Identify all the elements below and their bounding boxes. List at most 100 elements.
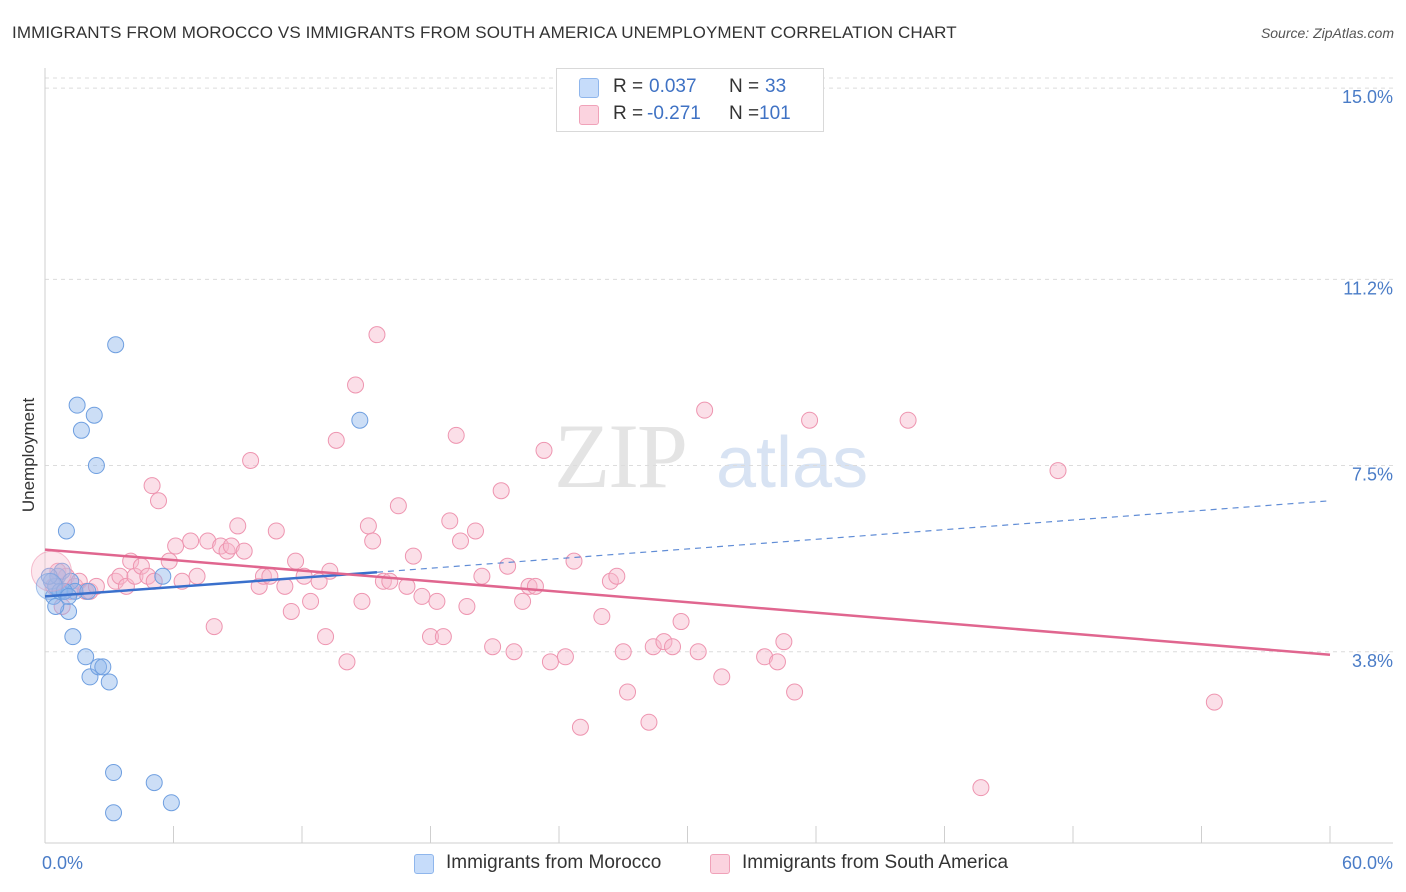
legend-r-label: R = — [613, 103, 644, 124]
south-america-point — [267, 522, 285, 540]
morocco-point — [60, 587, 78, 605]
south-america-point — [126, 567, 144, 585]
south-america-point — [571, 718, 589, 736]
south-america-point — [447, 426, 465, 444]
watermark: ZIP atlas — [554, 405, 868, 507]
south-america-point — [492, 482, 510, 500]
legend-r-value: -0.271 — [647, 103, 701, 124]
south-america-point — [188, 567, 206, 585]
south-america-point — [1049, 462, 1067, 480]
morocco-trend-line — [44, 570, 378, 598]
south-america-point — [786, 683, 804, 701]
south-america-point — [541, 653, 559, 671]
south-america-point — [222, 537, 240, 555]
legend-swatch-morocco — [579, 78, 599, 98]
south-america-point — [317, 628, 335, 646]
south-america-point — [619, 683, 637, 701]
south-america-point — [458, 597, 476, 615]
morocco-point — [100, 673, 118, 691]
legend-r-value: 0.037 — [649, 76, 697, 97]
south-america-point — [644, 638, 662, 656]
x-tick-label: 0.0% — [42, 853, 83, 873]
morocco-point — [154, 567, 172, 585]
south-america-point — [672, 613, 690, 631]
legend-n-value: 101 — [759, 103, 791, 124]
south-america-point — [368, 326, 386, 344]
morocco-cluster-point — [35, 572, 63, 600]
morocco-point — [72, 421, 90, 439]
south-america-point — [353, 592, 371, 610]
morocco-point — [79, 582, 97, 600]
south-america-point — [404, 547, 422, 565]
morocco-point — [77, 648, 95, 666]
south-america-point — [276, 577, 294, 595]
south-america-point — [499, 557, 517, 575]
y-axis-label: Unemployment — [19, 398, 38, 513]
series-legend: Immigrants from Morocco Immigrants from … — [0, 852, 1406, 878]
south-america-point — [451, 532, 469, 550]
south-america-point — [484, 638, 502, 656]
south-america-point — [689, 643, 707, 661]
south-america-point — [49, 562, 67, 580]
series-swatch-morocco — [414, 854, 434, 874]
y-tick-label: 3.8% — [1352, 651, 1393, 671]
south-america-point — [768, 653, 786, 671]
south-america-point — [338, 653, 356, 671]
stats-legend: R = 0.037 N = 33 R = -0.271 N = 101 — [556, 68, 824, 132]
south-america-point — [526, 577, 544, 595]
data-points — [30, 326, 1223, 822]
axes — [44, 68, 1393, 844]
south-america-point — [229, 517, 247, 535]
legend-swatch-south-america — [579, 105, 599, 125]
south-america-point — [150, 492, 168, 510]
south-america-point — [434, 628, 452, 646]
south-america-point — [389, 497, 407, 515]
south-america-point — [713, 668, 731, 686]
south-america-point — [608, 567, 626, 585]
south-america-point — [514, 592, 532, 610]
south-america-point — [282, 602, 300, 620]
legend-n-label: N = — [729, 103, 760, 124]
south-america-point — [664, 638, 682, 656]
south-america-point — [182, 532, 200, 550]
chart-title: IMMIGRANTS FROM MOROCCO VS IMMIGRANTS FR… — [12, 23, 957, 42]
morocco-point — [107, 336, 125, 354]
morocco-point — [57, 522, 75, 540]
y-tick-label: 15.0% — [1342, 87, 1393, 107]
south-america-point — [364, 532, 382, 550]
south-america-point — [505, 643, 523, 661]
south-america-point — [466, 522, 484, 540]
morocco-point — [64, 628, 82, 646]
y-tick-label: 11.2% — [1343, 278, 1393, 298]
south-america-point — [556, 648, 574, 666]
series-south-america-points — [45, 326, 1223, 797]
morocco-point — [162, 794, 180, 812]
source-label: Source: ZipAtlas.com — [1260, 25, 1394, 41]
south-america-point — [756, 648, 774, 666]
south-america-point — [167, 537, 185, 555]
south-america-point — [640, 713, 658, 731]
morocco-point — [87, 457, 105, 475]
south-america-point — [801, 411, 819, 429]
south-america-point — [143, 477, 161, 495]
south-america-point — [899, 411, 917, 429]
south-america-point — [199, 532, 217, 550]
south-america-point — [696, 401, 714, 419]
morocco-point — [351, 411, 369, 429]
south-america-point — [413, 587, 431, 605]
morocco-point — [105, 804, 123, 822]
south-america-point — [422, 628, 439, 646]
morocco-point — [85, 406, 103, 424]
south-america-point — [614, 643, 632, 661]
south-america-point — [381, 572, 399, 590]
south-america-point — [473, 567, 491, 585]
trend-lines — [44, 500, 1331, 657]
south-america-trend-line — [44, 548, 1331, 657]
morocco-point — [68, 396, 86, 414]
morocco-point — [105, 764, 123, 782]
south-america-point — [441, 512, 459, 530]
south-america-point — [111, 567, 129, 585]
south-america-point — [242, 452, 260, 469]
south-america-point — [261, 567, 279, 585]
